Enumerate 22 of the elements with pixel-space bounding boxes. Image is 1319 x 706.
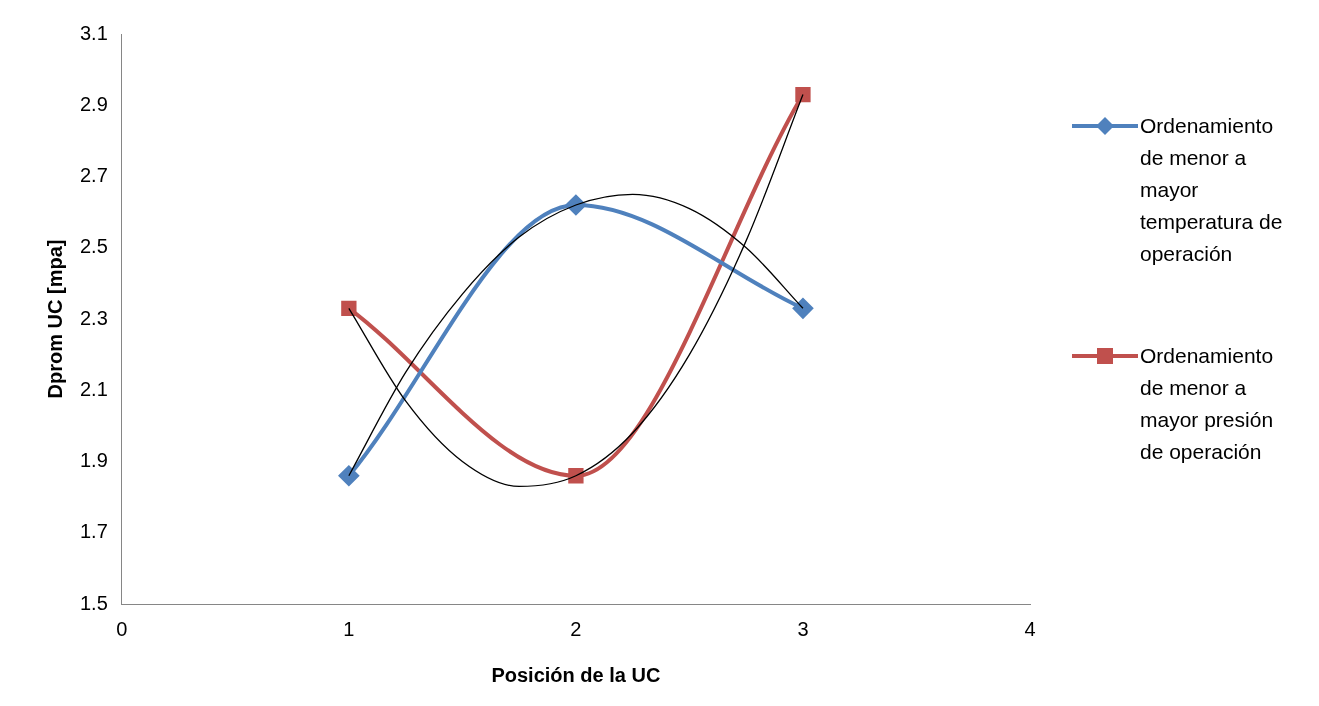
y-tick-label: 1.5 <box>79 591 108 614</box>
x-axis-title: Posición de la UC <box>491 663 661 686</box>
y-tick-label: 2.7 <box>79 164 108 187</box>
legend-label: Ordenamiento de menor a mayor temperatura de operación <box>1140 113 1284 267</box>
y-tick-label: 2.1 <box>79 377 108 400</box>
y-axis-title: Dprom UC [mpa] <box>43 239 66 399</box>
point <box>338 465 359 486</box>
y-tick-label: 1.7 <box>79 520 108 543</box>
point <box>341 300 357 316</box>
y-tick-label: 2.5 <box>79 235 108 258</box>
x-tick-label: 3 <box>797 617 809 640</box>
y-tick-label: 2.9 <box>79 92 108 115</box>
y-tick-label: 3.1 <box>79 21 108 44</box>
x-tick-label: 1 <box>343 617 355 640</box>
point <box>792 298 813 319</box>
y-tick-label: 1.9 <box>79 449 108 472</box>
y-tick-label: 2.3 <box>79 306 108 329</box>
point <box>795 86 811 103</box>
x-tick-label: 0 <box>116 617 128 640</box>
legend-label: Ordenamiento de menor a mayor presión de operación <box>1140 343 1275 465</box>
x-tick-label: 4 <box>1024 617 1036 640</box>
x-tick-label: 2 <box>570 617 582 640</box>
